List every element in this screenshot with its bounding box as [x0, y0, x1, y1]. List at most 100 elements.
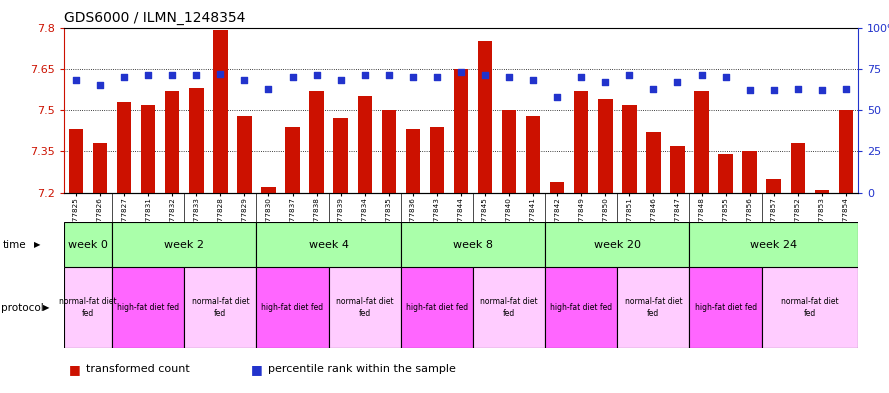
Text: high-fat diet fed: high-fat diet fed	[405, 303, 468, 312]
Point	[838, 85, 853, 92]
Point	[718, 74, 733, 80]
Bar	[189, 88, 204, 193]
Text: week 24: week 24	[750, 240, 797, 250]
Bar	[545, 222, 690, 267]
Bar	[256, 267, 329, 348]
Bar	[690, 222, 858, 267]
Text: percentile rank within the sample: percentile rank within the sample	[268, 364, 456, 375]
Bar	[329, 267, 401, 348]
Bar	[117, 102, 132, 193]
Point	[670, 79, 685, 85]
Bar	[64, 267, 112, 348]
Text: protocol: protocol	[1, 303, 44, 312]
Bar	[141, 105, 156, 193]
Point	[526, 77, 541, 83]
Bar	[405, 129, 420, 193]
Bar	[256, 222, 401, 267]
Bar	[381, 110, 396, 193]
Bar	[64, 222, 112, 267]
Text: ▶: ▶	[34, 240, 40, 249]
Bar	[68, 129, 84, 193]
Text: normal-fat diet
fed: normal-fat diet fed	[480, 298, 538, 318]
Point	[357, 72, 372, 79]
Point	[165, 72, 180, 79]
Bar	[213, 30, 228, 193]
Point	[381, 72, 396, 79]
Bar	[762, 267, 858, 348]
Bar	[838, 110, 853, 193]
Point	[790, 85, 805, 92]
Point	[93, 82, 108, 88]
Bar	[473, 267, 545, 348]
Text: normal-fat diet
fed: normal-fat diet fed	[60, 298, 116, 318]
Point	[285, 74, 300, 80]
Bar	[401, 267, 473, 348]
Point	[550, 94, 565, 100]
Bar	[574, 91, 589, 193]
Bar	[690, 267, 762, 348]
Text: week 2: week 2	[164, 240, 204, 250]
Bar	[165, 91, 180, 193]
Bar	[357, 96, 372, 193]
Bar	[694, 91, 709, 193]
Bar	[261, 187, 276, 193]
Text: week 20: week 20	[594, 240, 641, 250]
Bar	[429, 127, 444, 193]
Point	[766, 87, 781, 94]
Bar	[333, 118, 348, 193]
Point	[694, 72, 709, 79]
Text: normal-fat diet
fed: normal-fat diet fed	[336, 298, 394, 318]
Bar	[545, 267, 617, 348]
Text: ■: ■	[68, 363, 80, 376]
Bar	[92, 143, 108, 193]
Text: normal-fat diet
fed: normal-fat diet fed	[781, 298, 838, 318]
Bar	[401, 222, 545, 267]
Text: high-fat diet fed: high-fat diet fed	[694, 303, 757, 312]
Bar	[670, 146, 685, 193]
Text: week 4: week 4	[308, 240, 348, 250]
Point	[69, 77, 84, 83]
Bar	[309, 91, 324, 193]
Point	[261, 85, 276, 92]
Text: week 0: week 0	[68, 240, 108, 250]
Bar	[184, 267, 256, 348]
Text: high-fat diet fed: high-fat diet fed	[550, 303, 613, 312]
Text: high-fat diet fed: high-fat diet fed	[117, 303, 180, 312]
Bar	[477, 41, 493, 193]
Point	[598, 79, 613, 85]
Point	[213, 71, 228, 77]
Text: week 8: week 8	[453, 240, 493, 250]
Point	[141, 72, 156, 79]
Point	[478, 72, 493, 79]
Bar	[526, 116, 541, 193]
Point	[189, 72, 204, 79]
Bar	[622, 105, 637, 193]
Point	[405, 74, 420, 80]
Bar	[237, 116, 252, 193]
Bar	[550, 182, 565, 193]
Point	[237, 77, 252, 83]
Bar	[112, 222, 256, 267]
Text: ▶: ▶	[43, 303, 49, 312]
Bar	[502, 110, 517, 193]
Bar	[598, 99, 613, 193]
Bar	[742, 151, 757, 193]
Bar	[790, 143, 805, 193]
Point	[742, 87, 757, 94]
Point	[574, 74, 589, 80]
Bar	[646, 132, 661, 193]
Text: high-fat diet fed: high-fat diet fed	[261, 303, 324, 312]
Text: transformed count: transformed count	[86, 364, 190, 375]
Point	[502, 74, 517, 80]
Point	[333, 77, 348, 83]
Point	[454, 69, 469, 75]
Text: normal-fat diet
fed: normal-fat diet fed	[191, 298, 249, 318]
Bar	[766, 179, 781, 193]
Point	[814, 87, 829, 94]
Text: normal-fat diet
fed: normal-fat diet fed	[625, 298, 682, 318]
Point	[309, 72, 324, 79]
Point	[429, 74, 444, 80]
Point	[646, 85, 661, 92]
Point	[622, 72, 637, 79]
Bar	[285, 127, 300, 193]
